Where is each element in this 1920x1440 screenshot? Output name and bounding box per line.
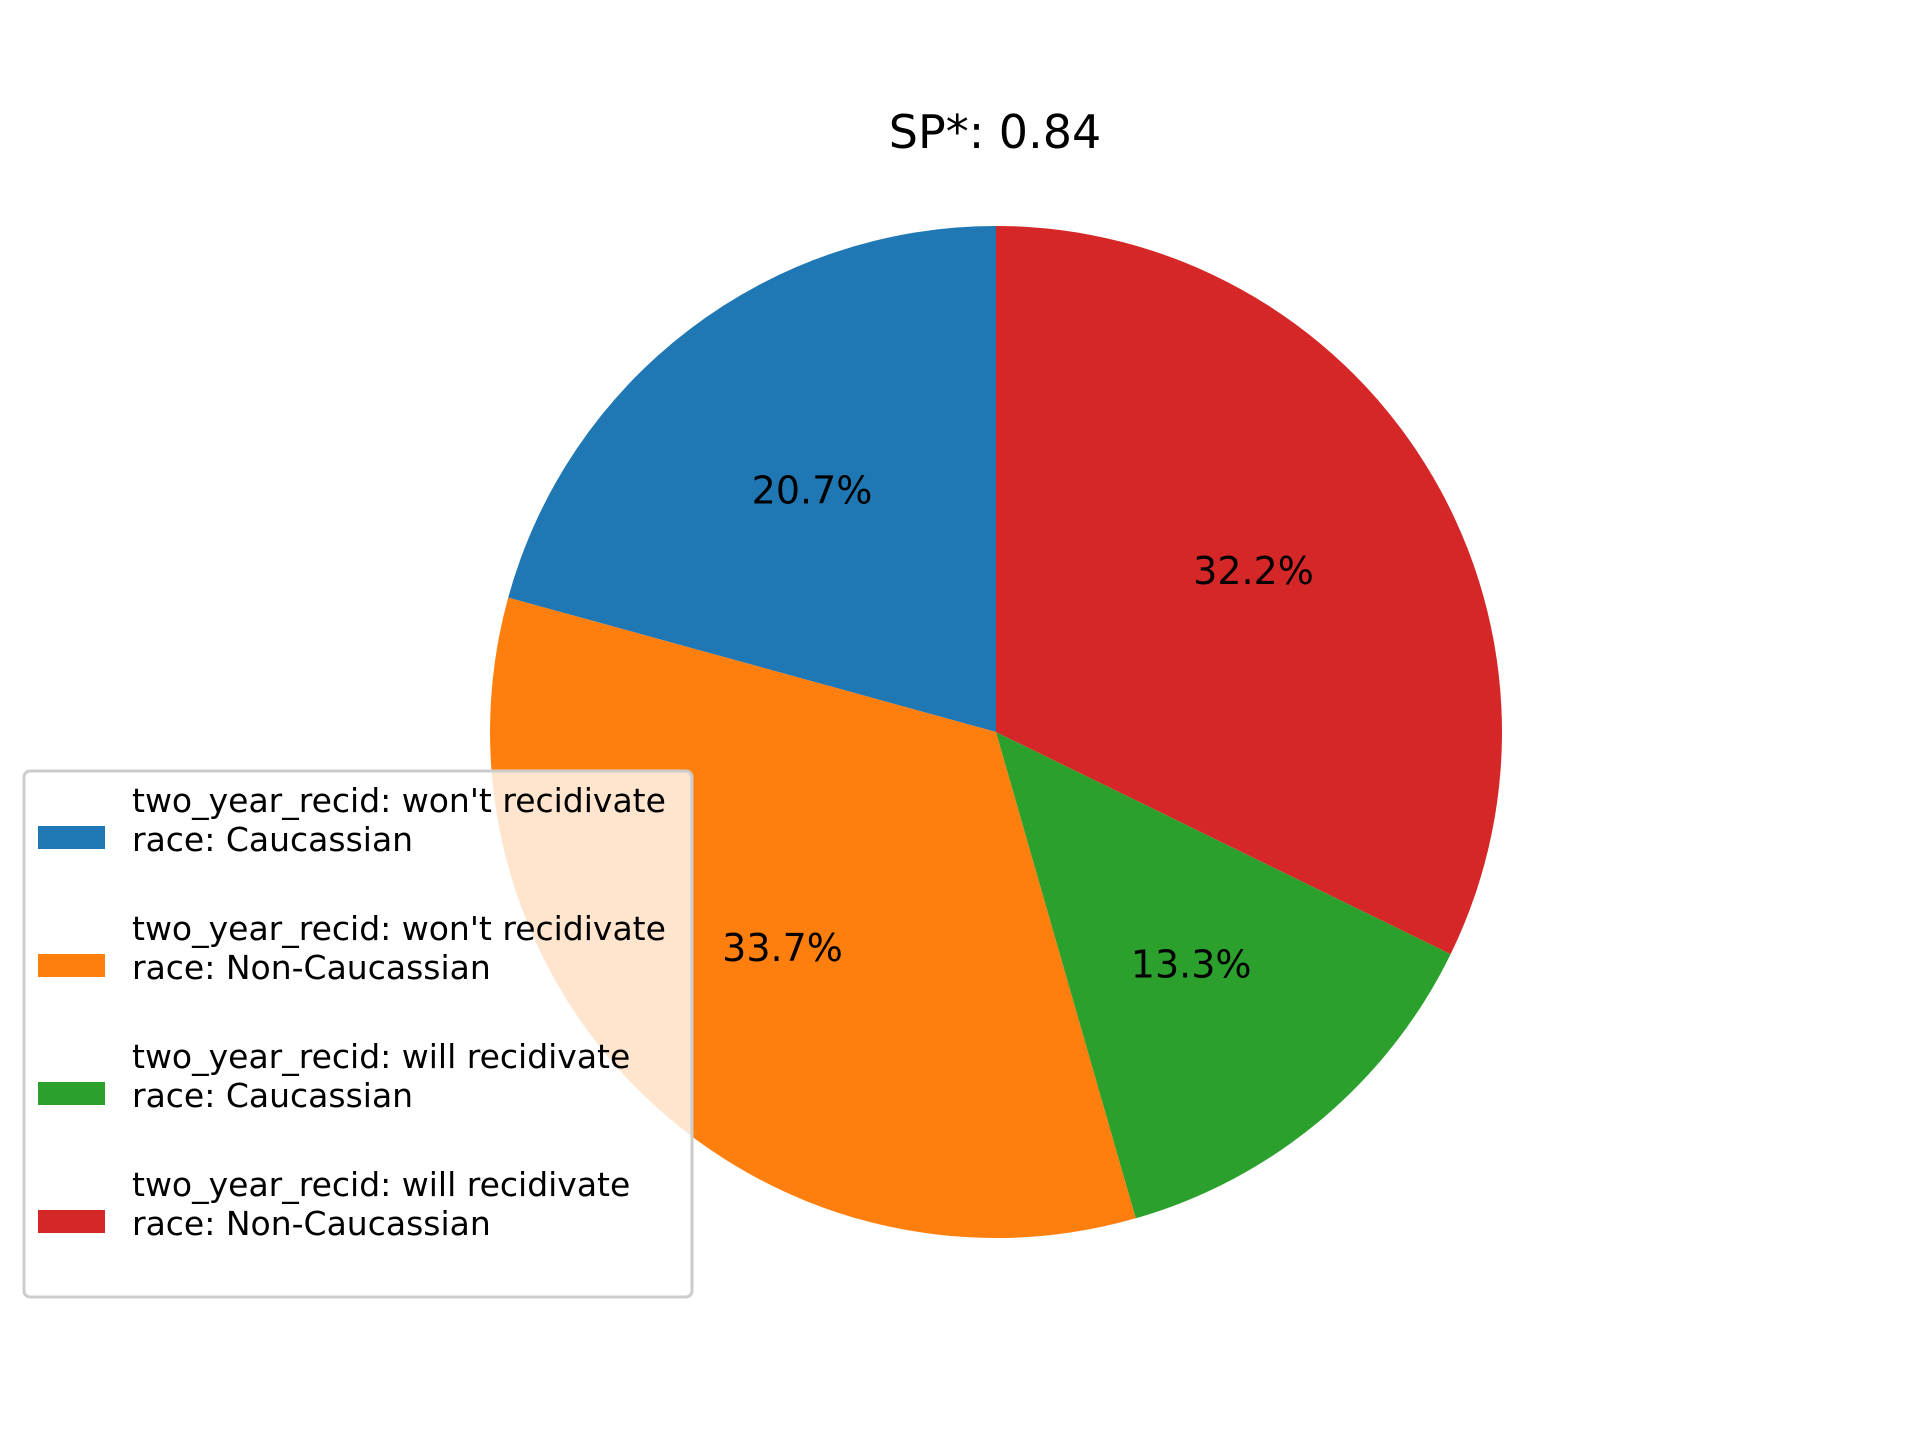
legend-swatch-3 xyxy=(38,1082,105,1105)
legend-label-line2-3: race: Caucassian xyxy=(132,1076,413,1115)
legend-label-line2-1: race: Caucassian xyxy=(132,820,413,859)
pie-percent-label-1: 20.7% xyxy=(752,468,873,512)
legend-label-line2-2: race: Non-Caucassian xyxy=(132,948,491,987)
pie-percent-labels: 20.7% 33.7% 13.3% 32.2% xyxy=(722,468,1314,986)
legend-swatch-1 xyxy=(38,826,105,849)
legend-label-line2-4: race: Non-Caucassian xyxy=(132,1204,491,1243)
legend-label-line1-2: two_year_recid: won't recidivate xyxy=(132,909,666,948)
pie-slice-3 xyxy=(996,732,1451,1219)
legend-label-line1-3: two_year_recid: will recidivate xyxy=(132,1037,630,1076)
legend-label-line1-1: two_year_recid: won't recidivate xyxy=(132,781,666,820)
pie-percent-label-3: 13.3% xyxy=(1131,943,1252,987)
pie-slice-1 xyxy=(508,226,996,732)
legend-swatch-2 xyxy=(38,954,105,977)
chart-title: SP*: 0.84 xyxy=(889,105,1101,159)
legend-swatch-4 xyxy=(38,1210,105,1233)
pie-slice-4 xyxy=(996,226,1502,955)
pie-percent-label-4: 32.2% xyxy=(1193,549,1314,593)
pie-percent-label-2: 33.7% xyxy=(722,926,843,970)
legend-label-line1-4: two_year_recid: will recidivate xyxy=(132,1165,630,1204)
legend-frame xyxy=(22,769,694,1299)
